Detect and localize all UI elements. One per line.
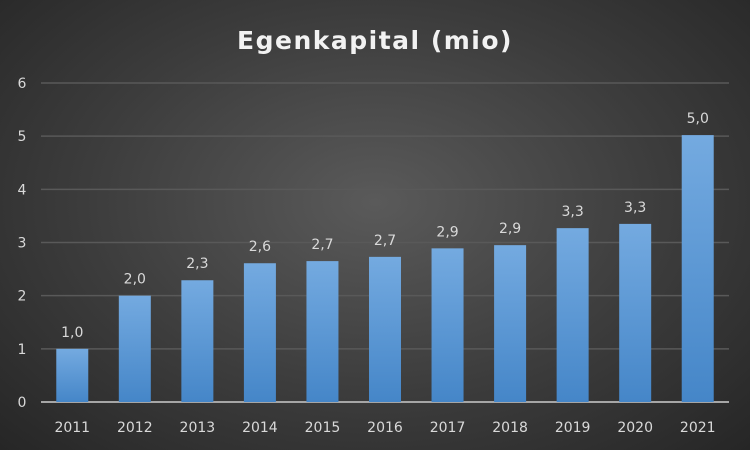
data-label: 1,0 bbox=[61, 325, 83, 341]
y-tick-label: 4 bbox=[18, 182, 27, 198]
x-tick-label: 2017 bbox=[430, 420, 466, 436]
data-label: 2,7 bbox=[374, 233, 396, 249]
x-tick-label: 2015 bbox=[305, 420, 341, 436]
bar-2014 bbox=[243, 263, 276, 402]
y-tick-label: 5 bbox=[18, 129, 27, 145]
bar-2015 bbox=[306, 261, 339, 402]
y-tick-label: 1 bbox=[18, 342, 27, 358]
x-tick-label: 2012 bbox=[117, 420, 153, 436]
x-tick-label: 2014 bbox=[242, 420, 278, 436]
bar-2011 bbox=[56, 348, 89, 402]
bar-2021 bbox=[681, 135, 714, 402]
x-tick-label: 2018 bbox=[492, 420, 528, 436]
bar-2020 bbox=[619, 223, 652, 402]
data-label: 2,9 bbox=[499, 221, 521, 237]
data-label: 2,9 bbox=[436, 224, 458, 240]
x-tick-label: 2020 bbox=[617, 420, 653, 436]
bar-2013 bbox=[181, 280, 214, 402]
y-tick-label: 0 bbox=[18, 395, 27, 411]
bar-2019 bbox=[556, 228, 589, 402]
data-label: 2,0 bbox=[124, 272, 146, 288]
x-tick-label: 2011 bbox=[54, 420, 90, 436]
data-label: 3,3 bbox=[624, 200, 646, 216]
chart-title: Egenkapital (mio) bbox=[237, 26, 513, 55]
data-label: 2,3 bbox=[186, 256, 208, 272]
x-tick-label: 2021 bbox=[680, 420, 716, 436]
data-label: 5,0 bbox=[687, 111, 709, 127]
y-tick-label: 2 bbox=[18, 289, 27, 305]
bar-2012 bbox=[118, 295, 151, 402]
bar-2018 bbox=[494, 245, 527, 402]
y-tick-label: 3 bbox=[18, 236, 27, 252]
data-label: 2,7 bbox=[311, 237, 333, 253]
bar-2017 bbox=[431, 248, 464, 402]
y-tick-label: 6 bbox=[18, 76, 27, 92]
x-tick-label: 2019 bbox=[555, 420, 591, 436]
data-label: 3,3 bbox=[562, 204, 584, 220]
x-tick-label: 2013 bbox=[180, 420, 216, 436]
data-label: 2,6 bbox=[249, 239, 271, 255]
x-tick-label: 2016 bbox=[367, 420, 403, 436]
bar-2016 bbox=[369, 256, 401, 402]
